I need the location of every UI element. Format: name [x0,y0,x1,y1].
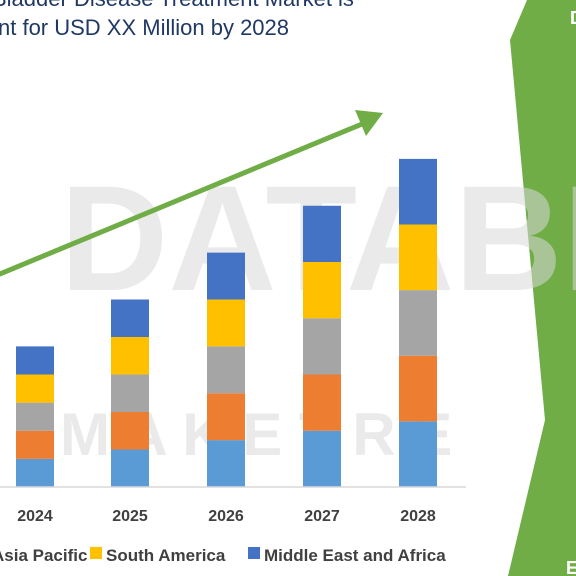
legend-label-0: Asia Pacific [0,546,87,565]
bar-segment-2028-s3 [399,224,437,291]
bar-segment-2027-s0 [303,430,341,487]
bar-segment-2026-s2 [207,346,245,394]
bar-segment-2026-s4 [207,252,245,300]
x-tick-label-2026: 2026 [208,508,244,525]
bar-segment-2024-s4 [16,346,54,375]
bar-segment-2025-s1 [111,412,149,450]
bar-segment-2026-s1 [207,393,245,441]
corner-glyph-top: D [570,8,576,28]
chart-title-line-1: Bladder Disease Treatment Market is [0,0,354,11]
bar-segment-2027-s1 [303,374,341,431]
bar-segment-2024-s0 [16,458,54,487]
legend-swatch-1 [90,547,102,559]
bar-segment-2024-s1 [16,430,54,459]
chart-title-line-2: nt for USD XX Million by 2028 [0,15,289,40]
bar-segment-2024-s3 [16,374,54,403]
bar-area [16,158,437,487]
trend-arrow-head [355,110,383,136]
bar-segment-2028-s1 [399,355,437,422]
bar-segment-2026-s0 [207,440,245,487]
bar-segment-2025-s0 [111,449,149,487]
bar-segment-2028-s4 [399,158,437,225]
x-tick-label-2027: 2027 [304,508,340,525]
bar-segment-2025-s2 [111,374,149,412]
corner-glyph-bottom: E [566,558,576,576]
bar-segment-2027-s4 [303,205,341,262]
trend-arrow-line [0,121,363,277]
bar-segment-2025-s4 [111,299,149,337]
bar-segment-2025-s3 [111,337,149,375]
bar-segment-2027-s3 [303,262,341,319]
x-tick-label-2028: 2028 [400,508,436,525]
bar-segment-2028-s2 [399,290,437,356]
x-tick-label-2025: 2025 [112,508,148,525]
decorative-green-triangle [508,0,576,576]
x-axis-ticks: 2024 2025 2026 2027 2028 [17,508,436,525]
legend-label-1: South America [106,546,226,565]
bar-segment-2026-s3 [207,299,245,347]
legend-label-2: Middle East and Africa [264,546,446,565]
legend: Asia Pacific South America Middle East and… [0,546,446,565]
bar-segment-2028-s0 [399,421,437,487]
x-tick-label-2024: 2024 [17,508,53,525]
bar-segment-2027-s2 [303,318,341,375]
bar-segment-2024-s2 [16,402,54,431]
legend-swatch-2 [248,547,260,559]
